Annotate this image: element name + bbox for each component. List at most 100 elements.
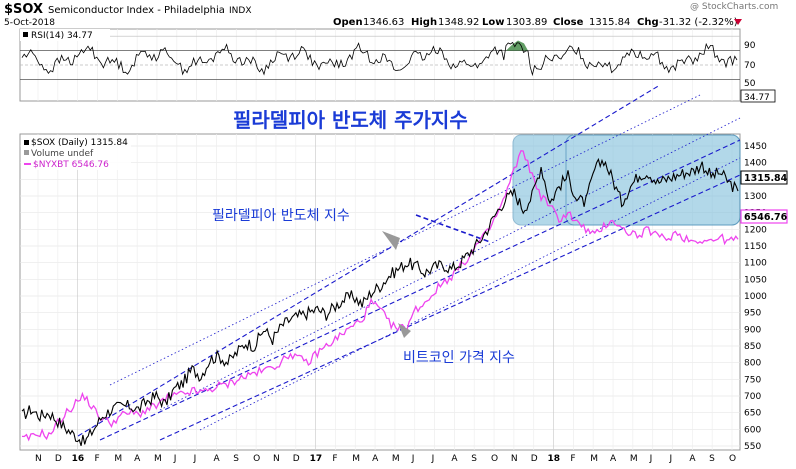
- x-tick-label: S: [471, 454, 477, 464]
- rsi-level-50: 50: [744, 79, 756, 89]
- x-tick-label: D: [55, 454, 62, 464]
- y-tick-label: 900: [744, 325, 761, 335]
- btc-legend: $NYXBT 6546.76: [33, 160, 109, 170]
- chart-date: 5-Oct-2018: [4, 18, 55, 28]
- x-tick-label: O: [729, 454, 736, 464]
- ohlc-open-label: Open: [333, 17, 363, 28]
- x-tick-label: O: [491, 454, 498, 464]
- btc-series-line: [21, 149, 739, 442]
- y-tick-label: 1400: [744, 159, 767, 169]
- y-tick-label: 700: [744, 392, 761, 402]
- y-tick-label: 1200: [744, 225, 767, 235]
- title-annotation: 필라델피아 반도체 주가지수: [233, 108, 468, 132]
- x-tick-label: M: [392, 454, 400, 464]
- short-downtrend-line: [415, 214, 491, 243]
- rsi-legend-swatch: [23, 32, 28, 37]
- x-tick-label: O: [253, 454, 260, 464]
- y-tick-label: 750: [744, 375, 761, 385]
- y-tick-label: 1450: [744, 142, 767, 152]
- sox-series-line: [21, 157, 739, 446]
- y-tick-label: 800: [744, 359, 761, 369]
- x-tick-label: A: [372, 454, 379, 464]
- x-tick-label: F: [94, 454, 99, 464]
- ohlc-chg-value: -31.32 (-2.32%): [659, 17, 738, 28]
- x-tick-label: F: [332, 454, 337, 464]
- sox-legend: $SOX (Daily) 1315.84: [31, 138, 128, 148]
- btc-last-value: 6546.76: [744, 212, 788, 223]
- x-tick-label: S: [709, 454, 715, 464]
- rsi-level-labels: 90 70 50 30: [744, 41, 756, 98]
- volume-legend: Volume undef: [31, 149, 94, 159]
- price-legend-bg: [21, 135, 131, 170]
- x-tick-label: 17: [310, 454, 323, 464]
- channel-inner-mid-line: [159, 117, 741, 411]
- x-tick-label: J: [411, 454, 415, 464]
- channel-lower-line: [159, 174, 741, 441]
- ohlc-close-value: 1315.84: [589, 17, 630, 28]
- x-tick-label: N: [511, 454, 518, 464]
- ohlc-low-value: 1303.89: [506, 17, 547, 28]
- x-tick-label: A: [213, 454, 220, 464]
- x-tick-label: A: [134, 454, 141, 464]
- x-axis-ticks: N D 16 F M A M J J A S O N D 17 F M A M J J A S O N D 18 F M A M J J A S O: [35, 454, 736, 464]
- x-tick-label: N: [273, 454, 280, 464]
- x-tick-label: J: [669, 454, 673, 464]
- x-tick-label: A: [610, 454, 617, 464]
- down-arrow-icon: [734, 19, 742, 25]
- x-tick-label: 18: [548, 454, 561, 464]
- x-tick-label: N: [35, 454, 42, 464]
- rsi-level-90: 90: [744, 41, 756, 51]
- rsi-current-badge: [740, 89, 776, 103]
- x-tick-label: M: [590, 454, 598, 464]
- rsi-grid: [20, 29, 740, 101]
- sox-legend-swatch: [24, 140, 29, 145]
- ohlc-open-value: 1346.63: [363, 17, 404, 28]
- x-tick-label: D: [531, 454, 538, 464]
- ohlc-close-label: Close: [553, 17, 584, 28]
- trend-channel: [77, 84, 741, 441]
- consolidation-highlight: [512, 134, 741, 226]
- x-tick-label: M: [154, 454, 162, 464]
- y-tick-label: 1000: [744, 292, 767, 302]
- y-tick-label: 950: [744, 309, 761, 319]
- ohlc-chg-label: Chg: [637, 17, 659, 28]
- sox-pointer-arrow: [382, 231, 400, 250]
- y-tick-label: 1100: [744, 259, 767, 269]
- ticker-name: Semiconductor Index - Philadelphia: [48, 5, 225, 16]
- y-axis-ticks: 1450140013501300125012001150110010501000…: [744, 142, 767, 452]
- rsi-current-value: 34.77: [744, 93, 770, 103]
- channel-inner-upper-line: [109, 94, 701, 386]
- x-tick-label: M: [630, 454, 638, 464]
- y-tick-label: 650: [744, 409, 761, 419]
- x-tick-label: F: [570, 454, 575, 464]
- rsi-level-70: 70: [744, 61, 756, 71]
- y-tick-label: 600: [744, 425, 761, 435]
- sox-last-badge: [740, 170, 788, 185]
- rsi-overbought-fill: [506, 40, 528, 51]
- y-tick-label: 1150: [744, 242, 767, 252]
- ticker-symbol: $SOX: [4, 2, 43, 17]
- ohlc-high-label: High: [411, 17, 437, 28]
- btc-pointer-arrow: [398, 323, 411, 338]
- channel-mid-line: [99, 139, 741, 441]
- y-tick-label: 850: [744, 342, 761, 352]
- x-tick-label: J: [431, 454, 435, 464]
- channel-inner-lower-line: [199, 157, 741, 431]
- x-tick-label: S: [233, 454, 239, 464]
- rsi-legend: RSI(14) 34.77: [31, 31, 93, 41]
- chart-header: $SOX Semiconductor Index - Philadelphia …: [4, 2, 778, 28]
- x-tick-label: J: [173, 454, 177, 464]
- channel-upper-line: [77, 84, 661, 437]
- annotations: 필라델피아 반도체 주가지수 필라델피아 반도체 지수 비트코인 가격 지수: [212, 108, 515, 366]
- btc-last-badge: [740, 209, 788, 224]
- y-tick-label: 550: [744, 442, 761, 452]
- x-tick-label: D: [293, 454, 300, 464]
- x-tick-label: J: [193, 454, 197, 464]
- y-tick-label: 1300: [744, 192, 767, 202]
- volume-legend-swatch: [24, 150, 29, 155]
- x-tick-label: A: [451, 454, 458, 464]
- x-tick-label: M: [114, 454, 122, 464]
- btc-annotation: 비트코인 가격 지수: [403, 350, 515, 366]
- rsi-line: [21, 41, 738, 77]
